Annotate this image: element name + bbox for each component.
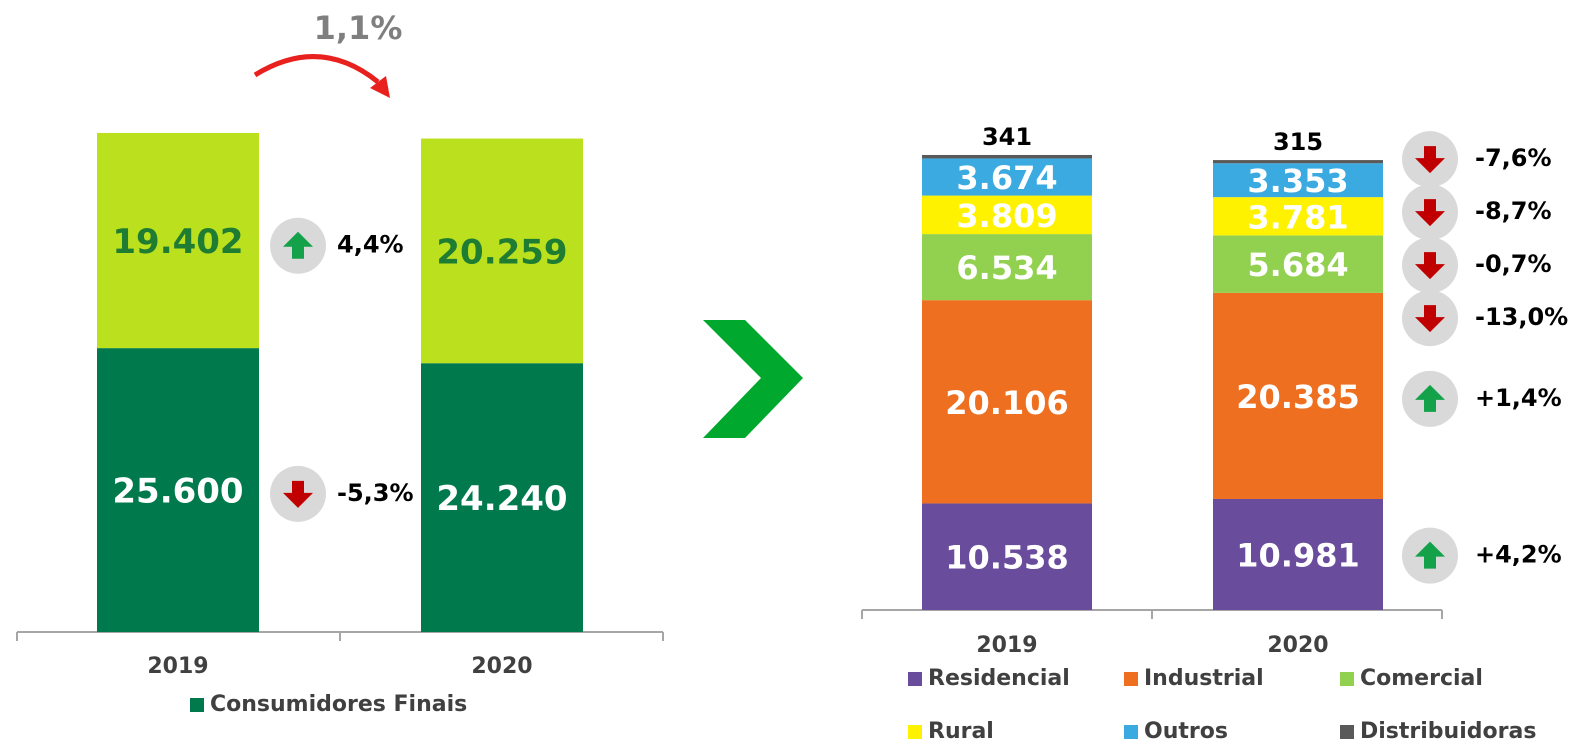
value-label: 20.385 xyxy=(1236,378,1359,416)
bar-segment xyxy=(1213,235,1383,293)
value-label: 341 xyxy=(982,123,1032,151)
bar-segment xyxy=(97,348,259,632)
value-label: 20.106 xyxy=(945,384,1068,422)
bar-segment xyxy=(1213,498,1383,610)
change-badge: -7,6% xyxy=(1402,131,1552,188)
legend-swatch xyxy=(1340,725,1354,739)
arc-arrow xyxy=(253,54,380,84)
legend-swatch xyxy=(908,672,922,686)
change-label: -5,3% xyxy=(337,479,414,507)
bar-segment xyxy=(922,234,1092,301)
arrow-up xyxy=(283,231,313,259)
x-tick-label: 2019 xyxy=(976,633,1037,658)
bar-segment xyxy=(922,195,1092,235)
legend-swatch xyxy=(190,698,204,712)
change-badge: +4,2% xyxy=(1402,527,1562,584)
value-label: 19.402 xyxy=(112,222,243,262)
legend-swatch xyxy=(1340,672,1354,686)
bar-segment xyxy=(1213,197,1383,236)
value-label: 5.684 xyxy=(1247,246,1348,284)
legend-label: Comercial xyxy=(1360,666,1483,691)
bar-segment xyxy=(421,363,583,632)
change-badge: -5,3% xyxy=(270,465,414,522)
arrow-down xyxy=(1415,305,1445,333)
bar-segment xyxy=(922,300,1092,504)
value-label: 24.240 xyxy=(436,479,567,519)
legend-label: Rural xyxy=(928,719,994,744)
bar-segment xyxy=(922,154,1092,159)
arc-arrow-head xyxy=(370,76,390,98)
bar-segment xyxy=(1213,163,1383,198)
legend-label: Residencial xyxy=(928,666,1070,691)
arrow-down xyxy=(283,480,313,508)
bar-segment xyxy=(97,132,259,349)
value-label: 3.674 xyxy=(956,159,1057,197)
change-label: -0,7% xyxy=(1475,250,1552,278)
arrow-down xyxy=(1415,252,1445,280)
x-tick-label: 2020 xyxy=(471,654,532,679)
change-label: -7,6% xyxy=(1475,144,1552,172)
arrow-down xyxy=(1415,146,1445,174)
change-badge: -13,0% xyxy=(1402,290,1568,347)
value-label: 6.534 xyxy=(956,249,1057,287)
x-tick-label: 2020 xyxy=(1267,633,1328,658)
growth-arrow xyxy=(253,54,390,98)
bar-segment xyxy=(1213,160,1383,164)
value-label: 25.600 xyxy=(112,472,243,512)
change-badge: +1,4% xyxy=(1402,370,1562,427)
value-label: 10.538 xyxy=(945,539,1068,577)
legend-label: Consumidores Finais xyxy=(210,692,467,717)
arrow-up xyxy=(1415,541,1445,569)
value-label: 3.809 xyxy=(956,197,1057,235)
change-badge: -0,7% xyxy=(1402,237,1552,294)
bar-segment xyxy=(922,503,1092,610)
legend-swatch xyxy=(1124,725,1138,739)
change-label: +1,4% xyxy=(1475,384,1562,412)
legend-swatch xyxy=(908,725,922,739)
bar-segment xyxy=(421,138,583,364)
bar-segment xyxy=(1213,292,1383,499)
value-label: 20.259 xyxy=(436,232,567,272)
bar-segment xyxy=(922,158,1092,196)
change-label: 4,4% xyxy=(337,231,404,259)
value-label: 3.781 xyxy=(1247,198,1348,236)
change-badge: 4,4% xyxy=(270,217,404,274)
change-label: -8,7% xyxy=(1475,197,1552,225)
value-label: 315 xyxy=(1273,128,1323,156)
x-tick-label: 2019 xyxy=(147,654,208,679)
change-label: +4,2% xyxy=(1475,541,1562,569)
change-label: -13,0% xyxy=(1475,303,1568,331)
legend-label: Outros xyxy=(1144,719,1228,744)
arrow-up xyxy=(1415,384,1445,412)
value-label: 10.981 xyxy=(1236,536,1359,574)
arrow-down xyxy=(1415,199,1445,227)
change-badge: -8,7% xyxy=(1402,184,1552,241)
total-change: 1,1% xyxy=(314,9,403,47)
value-label: 3.353 xyxy=(1247,162,1348,200)
legend-label: Distribuidoras xyxy=(1360,719,1536,744)
legend-label: Industrial xyxy=(1144,666,1264,691)
chevron xyxy=(703,320,803,438)
legend-swatch xyxy=(1124,672,1138,686)
